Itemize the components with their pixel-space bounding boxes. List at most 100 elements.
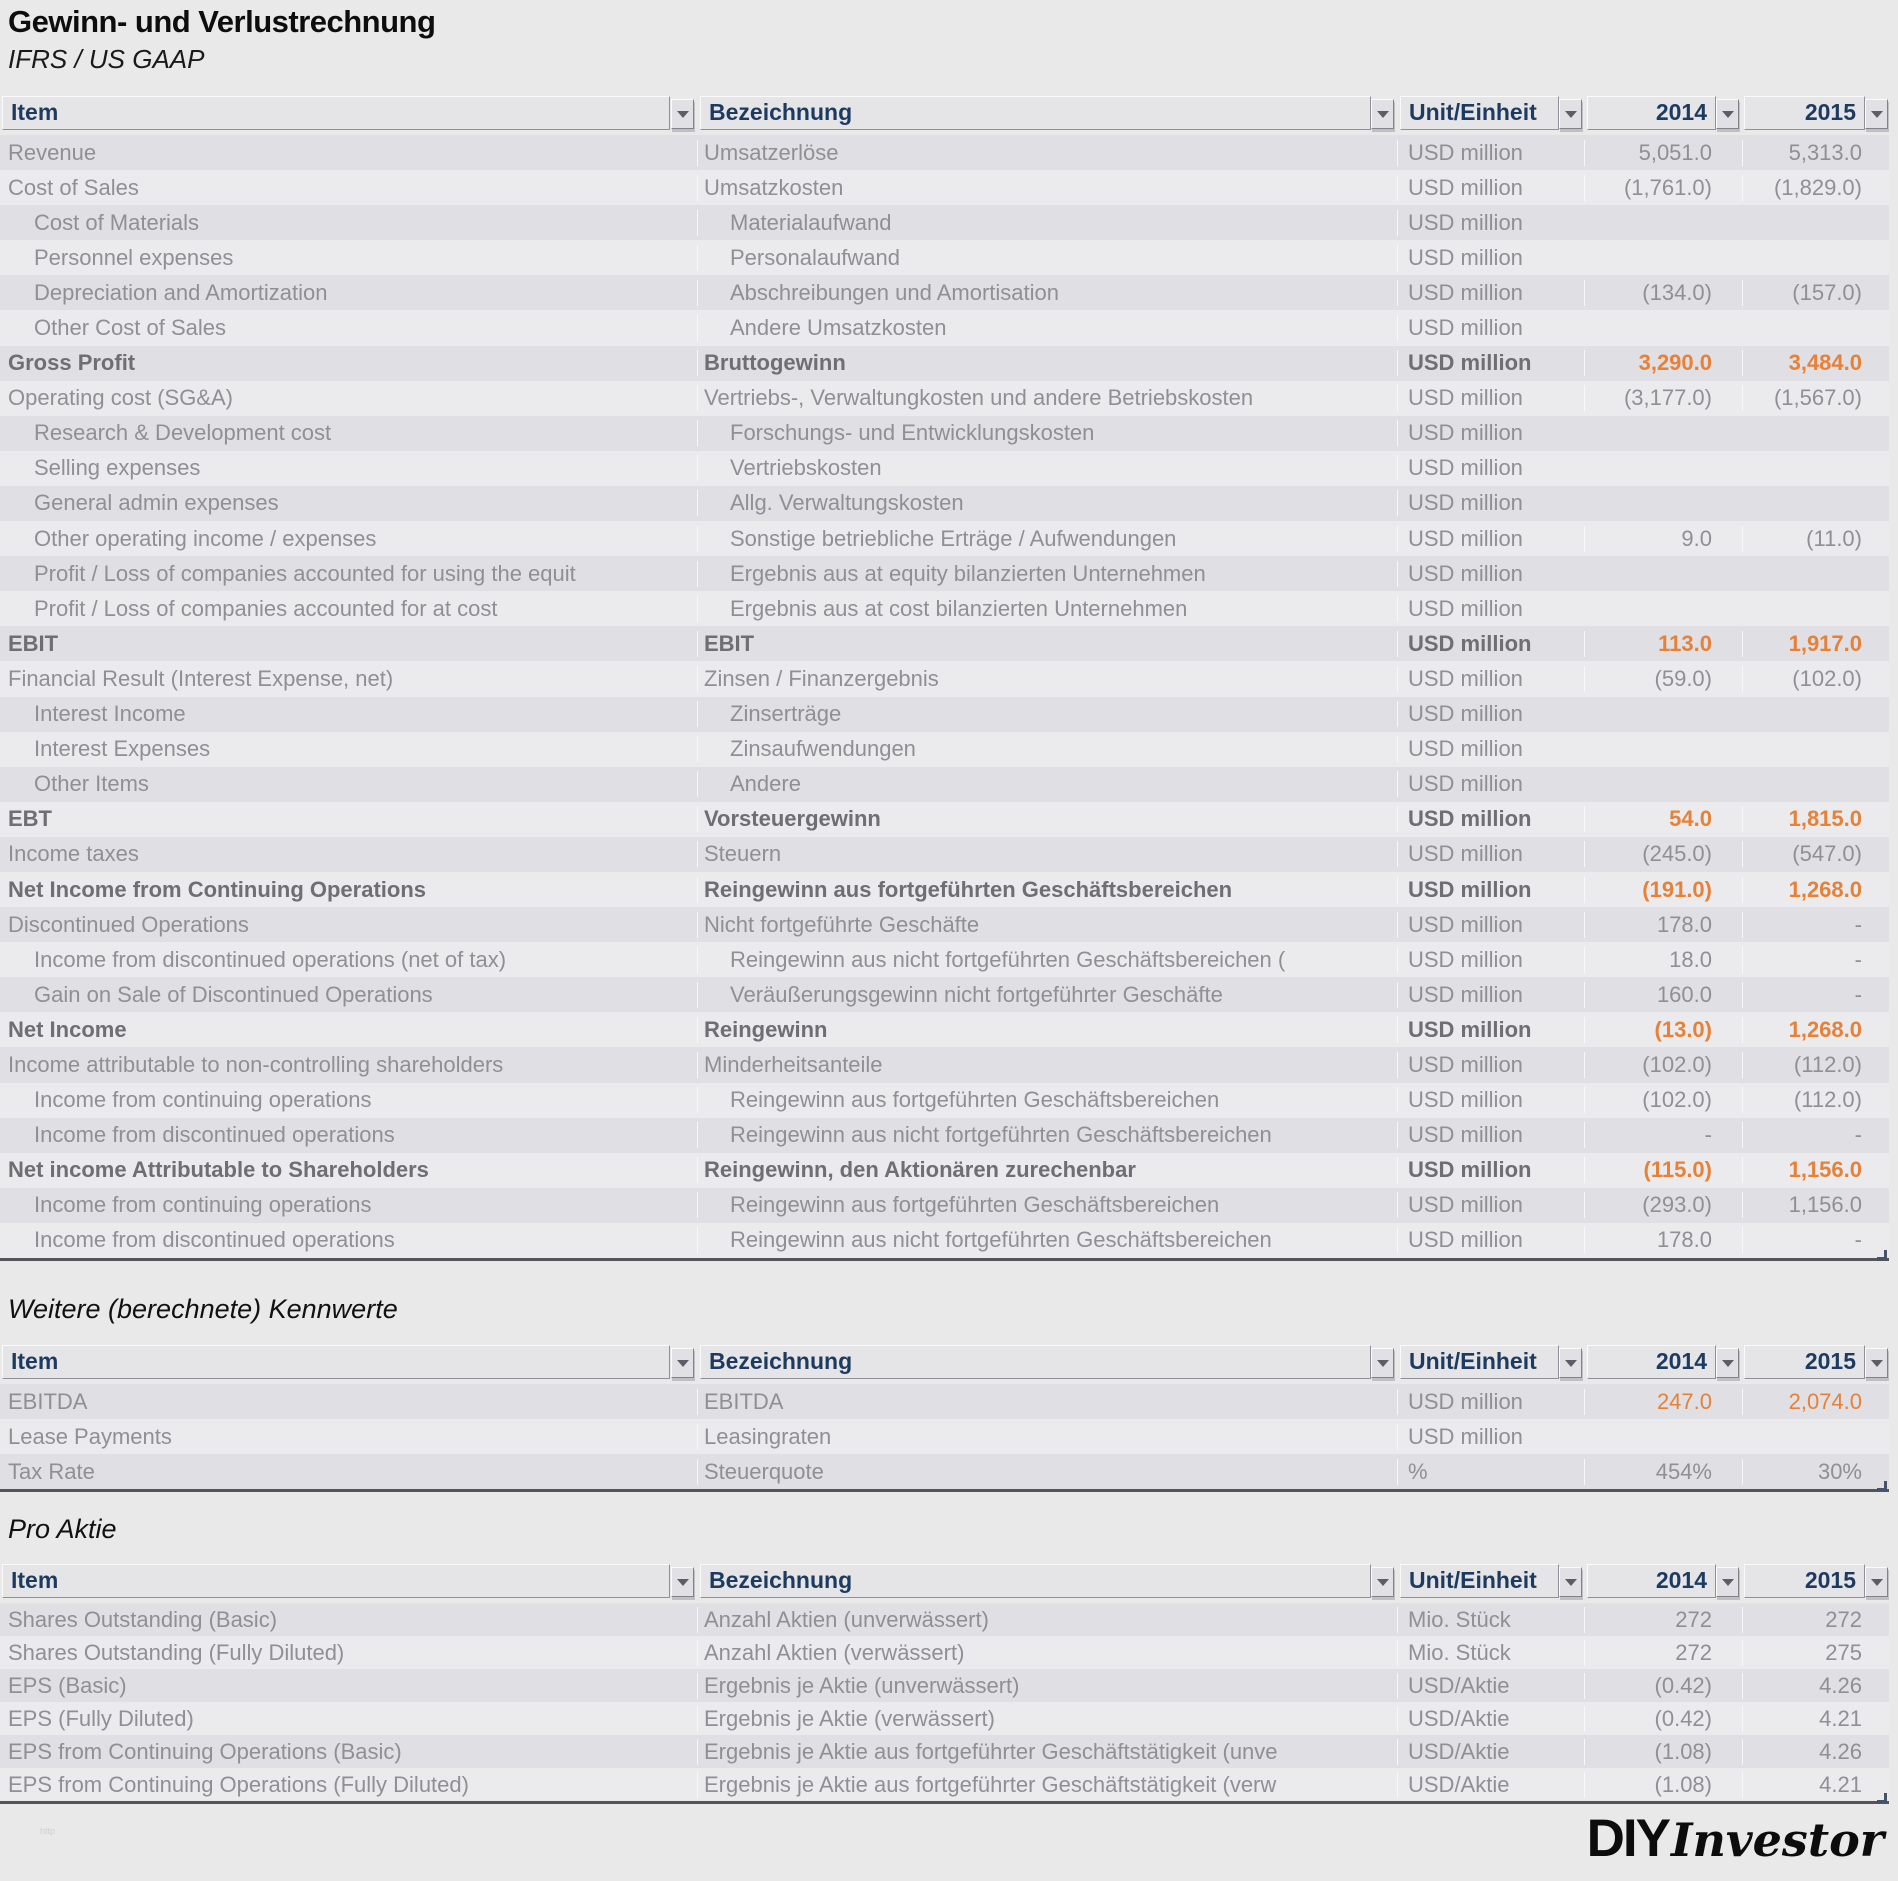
filter-button-2015[interactable] bbox=[1865, 1567, 1888, 1597]
table-row: Income from discontinued operations (net… bbox=[0, 942, 1889, 978]
table-row: Financial Result (Interest Expense, net)… bbox=[0, 661, 1889, 697]
filter-button-bezeichnung[interactable] bbox=[1371, 1567, 1394, 1597]
column-header-item: Item bbox=[2, 1345, 670, 1379]
filter-button-2015[interactable] bbox=[1865, 1348, 1888, 1378]
cell-unit: USD million bbox=[1397, 139, 1584, 166]
cell-unit: USD million bbox=[1397, 701, 1584, 728]
cell-unit: USD million bbox=[1397, 1122, 1584, 1149]
cell-item: Operating cost (SG&A) bbox=[8, 385, 233, 411]
cell-2014: 160.0 bbox=[1584, 981, 1742, 1008]
cell-2014: (1.08) bbox=[1584, 1771, 1742, 1798]
table-row: Operating cost (SG&A) Vertriebs-, Verwalt… bbox=[0, 380, 1889, 416]
table-row: Discontinued Operations Nicht fortgeführt… bbox=[0, 907, 1889, 943]
cell-2015: (157.0) bbox=[1742, 279, 1889, 306]
cell-item: Interest Expenses bbox=[34, 736, 211, 762]
cell-unit: USD million bbox=[1397, 946, 1584, 973]
cell-unit: USD million bbox=[1397, 1423, 1584, 1450]
cell-unit: USD million bbox=[1397, 455, 1584, 482]
table-row: Selling expenses Vertriebskosten USD milli… bbox=[0, 450, 1889, 486]
cell-bezeichnung: Steuern bbox=[697, 841, 1397, 868]
column-header-2014: 2014 bbox=[1587, 1345, 1716, 1379]
filter-arrow-icon bbox=[676, 110, 689, 118]
filter-button-unit[interactable] bbox=[1559, 99, 1582, 129]
table-row: Other Cost of Sales Andere Umsatzkosten US… bbox=[0, 310, 1889, 346]
table-row: General admin expenses Allg. Verwaltungsk… bbox=[0, 485, 1889, 522]
cell-bezeichnung: Reingewinn aus fortgeführten Geschäftsbe… bbox=[697, 876, 1397, 903]
cell-item: EBITDA bbox=[8, 1388, 88, 1414]
logo-italic-part: Investor bbox=[1670, 1813, 1884, 1867]
cell-unit: USD/Aktie bbox=[1397, 1672, 1584, 1699]
cell-2014: 54.0 bbox=[1584, 806, 1742, 833]
cell-item: EPS from Continuing Operations (Fully Di… bbox=[8, 1771, 469, 1797]
filter-arrow-icon bbox=[676, 1578, 689, 1586]
cell-unit: USD million bbox=[1397, 525, 1584, 552]
cell-2014: 454% bbox=[1584, 1458, 1742, 1485]
cell-unit: USD million bbox=[1397, 1087, 1584, 1114]
table-row: Depreciation and Amortization Abschreibun… bbox=[0, 275, 1889, 311]
page-subtitle: IFRS / US GAAP bbox=[8, 44, 205, 74]
filter-button-2014[interactable] bbox=[1716, 1348, 1739, 1378]
table-row: EPS from Continuing Operations (Basic) Er… bbox=[0, 1735, 1889, 1768]
cell-unit: USD million bbox=[1397, 1192, 1584, 1219]
cell-2014: 178.0 bbox=[1584, 1227, 1742, 1254]
cell-bezeichnung: Umsatzerlöse bbox=[697, 139, 1397, 166]
column-header-item: Item bbox=[2, 1564, 670, 1598]
cell-2015: - bbox=[1742, 1122, 1889, 1149]
filter-button-unit[interactable] bbox=[1559, 1348, 1582, 1378]
filter-button-2014[interactable] bbox=[1716, 99, 1739, 129]
table-resize-handle[interactable] bbox=[1877, 1793, 1887, 1803]
cell-item: Other Cost of Sales bbox=[34, 315, 226, 341]
table-row: Profit / Loss of companies accounted for… bbox=[0, 556, 1889, 592]
cell-item: Other Items bbox=[34, 771, 149, 797]
cell-item: Net income Attributable to Shareholders bbox=[8, 1157, 429, 1183]
cell-unit: USD million bbox=[1397, 771, 1584, 798]
filter-button-2015[interactable] bbox=[1865, 99, 1888, 129]
table-resize-handle[interactable] bbox=[1877, 1250, 1887, 1261]
filter-button-unit[interactable] bbox=[1559, 1567, 1582, 1597]
filter-button-item[interactable] bbox=[671, 99, 694, 129]
cell-bezeichnung: Ergebnis je Aktie aus fortgeführter Gesc… bbox=[697, 1771, 1397, 1798]
cell-bezeichnung: Reingewinn aus nicht fortgeführten Gesch… bbox=[697, 946, 1397, 973]
cell-unit: USD million bbox=[1397, 911, 1584, 938]
cell-item: Cost of Sales bbox=[8, 174, 139, 200]
cell-item: Income taxes bbox=[8, 841, 139, 867]
cell-2014: 113.0 bbox=[1584, 630, 1742, 657]
cell-unit: USD/Aktie bbox=[1397, 1771, 1584, 1798]
cell-item: Net Income bbox=[8, 1016, 127, 1042]
cell-bezeichnung: Nicht fortgeführte Geschäfte bbox=[697, 911, 1397, 938]
cell-unit: USD/Aktie bbox=[1397, 1705, 1584, 1732]
cell-unit: USD million bbox=[1397, 244, 1584, 271]
cell-2014: (134.0) bbox=[1584, 279, 1742, 306]
cell-2014: (115.0) bbox=[1584, 1157, 1742, 1184]
cell-2015: (112.0) bbox=[1742, 1051, 1889, 1078]
filter-button-2014[interactable] bbox=[1716, 1567, 1739, 1597]
filter-button-bezeichnung[interactable] bbox=[1371, 99, 1394, 129]
cell-2015: 2,074.0 bbox=[1742, 1388, 1889, 1415]
cell-bezeichnung: Sonstige betriebliche Erträge / Aufwendu… bbox=[697, 525, 1397, 552]
filter-button-item[interactable] bbox=[671, 1348, 694, 1378]
cell-bezeichnung: Forschungs- und Entwicklungskosten bbox=[697, 420, 1397, 447]
cell-item: Research & Development cost bbox=[34, 420, 332, 446]
table-row: Shares Outstanding (Fully Diluted) Anzahl… bbox=[0, 1636, 1889, 1669]
cell-2015: 1,156.0 bbox=[1742, 1157, 1889, 1184]
cell-unit: USD million bbox=[1397, 209, 1584, 236]
cell-item: Profit / Loss of companies accounted for… bbox=[34, 595, 498, 621]
cell-unit: USD million bbox=[1397, 420, 1584, 447]
table-resize-handle[interactable] bbox=[1877, 1481, 1887, 1491]
cell-2015: 3,484.0 bbox=[1742, 350, 1889, 377]
cell-2015: - bbox=[1742, 946, 1889, 973]
cell-item: Discontinued Operations bbox=[8, 911, 249, 937]
table-row: Net income Attributable to Shareholders R… bbox=[0, 1152, 1889, 1188]
cell-bezeichnung: Reingewinn aus fortgeführten Geschäftsbe… bbox=[697, 1087, 1397, 1114]
filter-button-bezeichnung[interactable] bbox=[1371, 1348, 1394, 1378]
filter-button-item[interactable] bbox=[671, 1567, 694, 1597]
table-row: Lease Payments Leasingraten USD million bbox=[0, 1419, 1889, 1454]
cell-2014: 247.0 bbox=[1584, 1388, 1742, 1415]
cell-bezeichnung: Zinsen / Finanzergebnis bbox=[697, 665, 1397, 692]
filter-arrow-icon bbox=[1870, 1578, 1883, 1586]
table-row: Income attributable to non-controlling s… bbox=[0, 1047, 1889, 1083]
cell-unit: USD million bbox=[1397, 279, 1584, 306]
table-header-row: Item Bezeichnung Unit/Einheit 2014 2015 bbox=[0, 1345, 1889, 1382]
cell-bezeichnung: Vertriebskosten bbox=[697, 455, 1397, 482]
